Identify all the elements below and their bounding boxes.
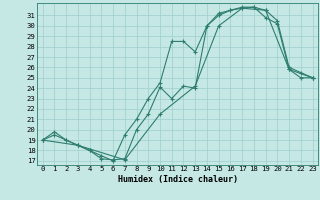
- X-axis label: Humidex (Indice chaleur): Humidex (Indice chaleur): [118, 175, 237, 184]
